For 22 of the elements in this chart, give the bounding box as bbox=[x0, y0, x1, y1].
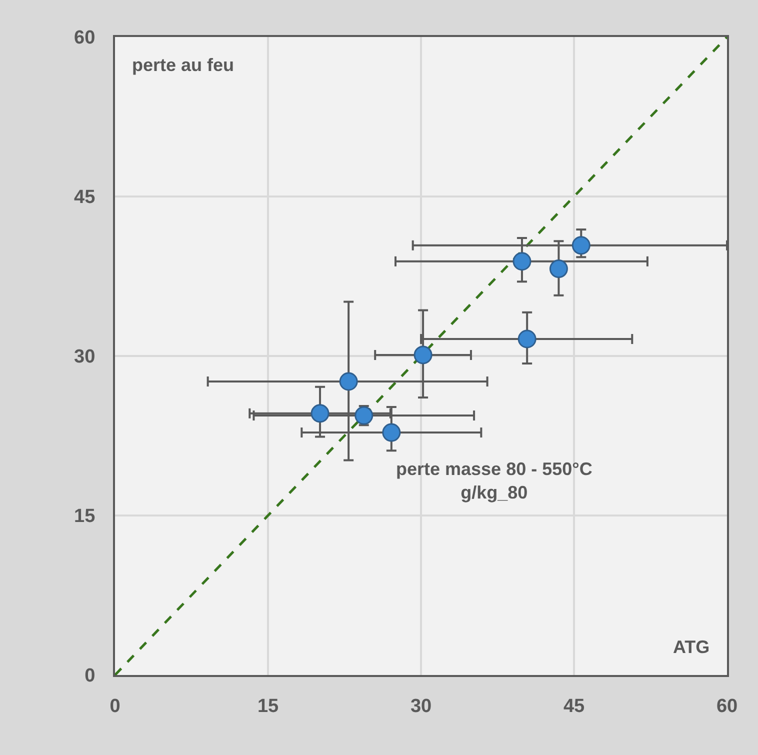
x-axis-title: ATG bbox=[673, 637, 710, 657]
x-tick-label: 60 bbox=[716, 696, 738, 717]
point bbox=[512, 252, 532, 271]
point bbox=[414, 346, 432, 364]
y-tick-label: 45 bbox=[74, 187, 96, 208]
point bbox=[354, 406, 374, 425]
point bbox=[310, 404, 330, 423]
point bbox=[382, 423, 401, 442]
x-tick-label: 0 bbox=[110, 696, 120, 717]
point bbox=[339, 372, 358, 391]
point bbox=[549, 260, 568, 278]
point bbox=[572, 236, 590, 255]
x-tick-label: 30 bbox=[410, 696, 432, 717]
x-tick-label: 15 bbox=[257, 696, 279, 717]
y-tick-label: 60 bbox=[74, 28, 96, 49]
y-tick-label: 30 bbox=[74, 346, 96, 368]
point bbox=[518, 330, 536, 348]
y-tick-label: 0 bbox=[84, 666, 96, 687]
y-tick-label: 15 bbox=[74, 506, 96, 528]
x-tick-label: 45 bbox=[563, 696, 585, 717]
y-axis-title: perte au feu bbox=[132, 55, 234, 75]
annotation: perte masse 80 - 550°C g/kg_80 bbox=[396, 459, 592, 502]
